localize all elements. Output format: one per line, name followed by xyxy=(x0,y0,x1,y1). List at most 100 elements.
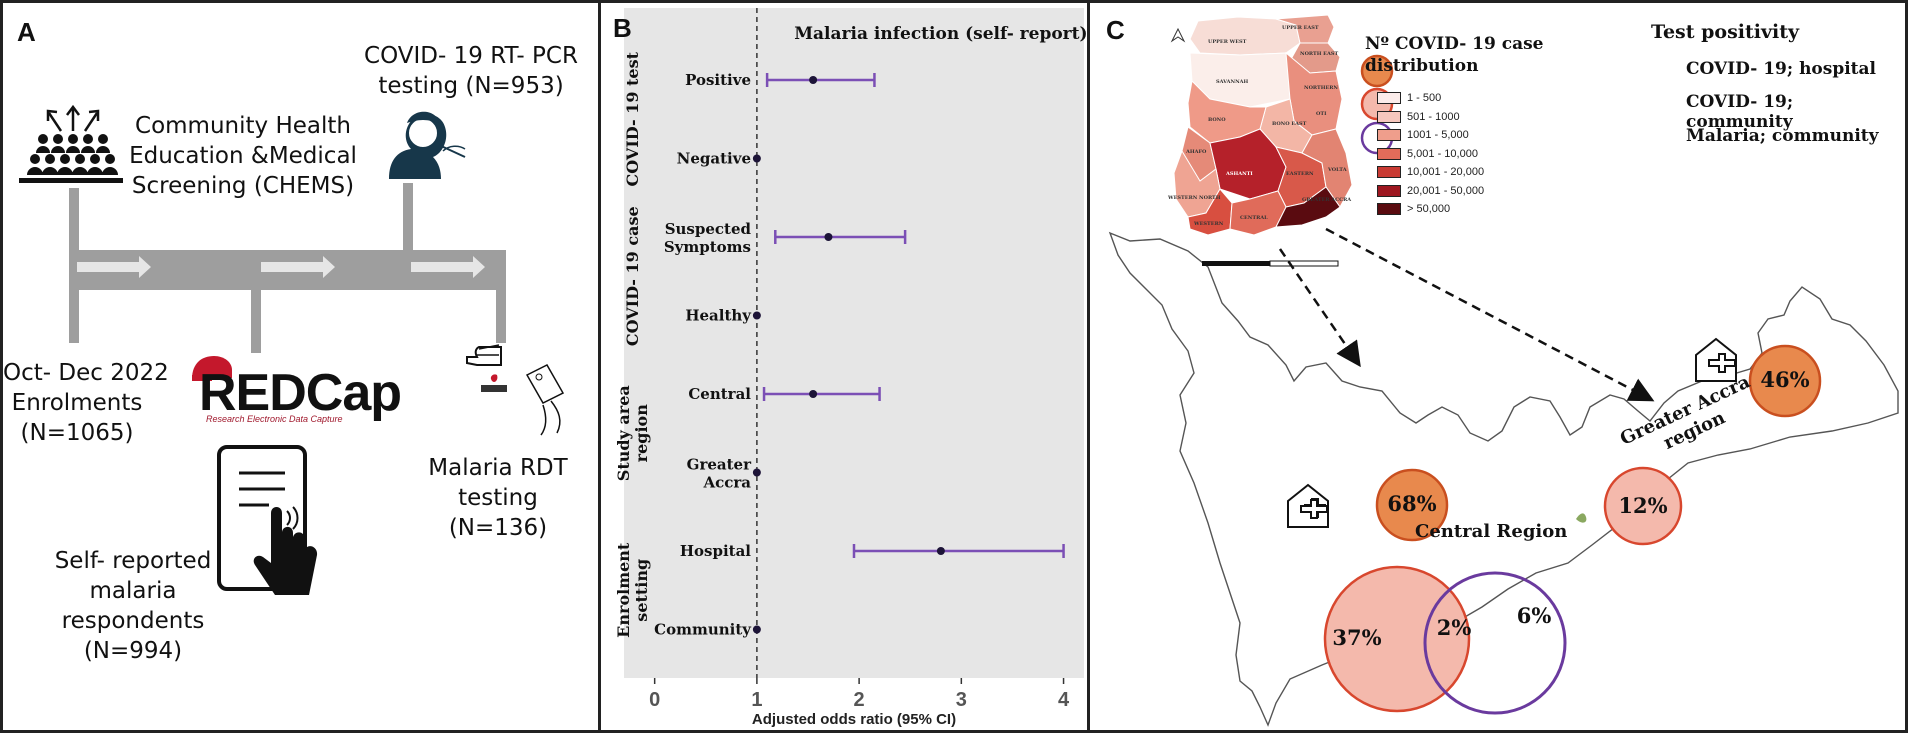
map-legend-item: 10,001 - 20,000 xyxy=(1377,163,1484,182)
central-malaria-value: 6% xyxy=(1516,603,1552,628)
group-label-2: Study arearegion xyxy=(614,385,651,481)
north-arrow-icon xyxy=(1170,27,1186,43)
accra-hospital-value: 46% xyxy=(1760,367,1810,392)
pcr-label: COVID- 19 RT- PCR testing (N=953) xyxy=(351,41,591,101)
chems-label: Community Health Education &Medical Scre… xyxy=(113,111,373,201)
map-legend-label: 1 - 500 xyxy=(1407,92,1442,105)
map-title-line-1: Nº COVID- 19 case xyxy=(1365,34,1544,54)
map-legend-item: 20,001 - 50,000 xyxy=(1377,182,1484,201)
map-title-line-2: distribution xyxy=(1365,56,1479,76)
accra-hospital-bubble xyxy=(1748,344,1822,418)
redcap-logo-icon xyxy=(192,356,232,381)
group-label-0: COVID- 19 test xyxy=(623,51,642,186)
svg-text:CENTRAL: CENTRAL xyxy=(1240,215,1268,221)
rdt-line-2: testing xyxy=(458,485,538,511)
or-point xyxy=(809,76,818,84)
map-outline xyxy=(1108,231,1899,727)
self-report-line-2: malaria xyxy=(89,578,177,604)
row-label: Healthy xyxy=(685,307,752,325)
redcap-subtitle: Research Electronic Data Capture xyxy=(206,414,343,424)
x-tick-label: 3 xyxy=(956,689,967,711)
chems-line-3: Screening (CHEMS) xyxy=(131,173,355,199)
svg-text:UPPER EAST: UPPER EAST xyxy=(1282,25,1319,31)
svg-text:BONO: BONO xyxy=(1208,117,1226,123)
panel-a: A xyxy=(0,0,601,733)
chems-line-2: Education &Medical xyxy=(129,143,357,169)
map-legend-label: 5,001 - 10,000 xyxy=(1407,147,1478,160)
map-legend-title: Nº COVID- 19 case distribution xyxy=(1365,33,1544,77)
map-legend-label: 1001 - 5,000 xyxy=(1407,129,1469,142)
map-legend: 1 - 500 501 - 1000 1001 - 5,000 5,001 - 10,… xyxy=(1377,89,1484,219)
tablet-icon xyxy=(217,445,318,595)
map-legend-item: 1001 - 5,000 xyxy=(1377,126,1484,145)
region-map-graphic: UPPER WEST UPPER EAST NORTH EAST NORTHER… xyxy=(1108,14,1899,727)
map-legend-item: 5,001 - 10,000 xyxy=(1377,145,1484,164)
or-point xyxy=(752,468,761,477)
row-label: Negative xyxy=(677,150,751,168)
self-report-line-1: Self- reported xyxy=(54,548,212,574)
scale-bar xyxy=(1202,261,1270,266)
chems-line-1: Community Health xyxy=(135,113,351,139)
enrol-line-2: Enrolments xyxy=(11,390,143,416)
central-arrow xyxy=(1278,248,1361,368)
pcr-connector xyxy=(403,183,413,253)
inset-region-names: UPPER WEST UPPER EAST NORTH EAST NORTHER… xyxy=(1167,25,1351,227)
svg-text:SAVANNAH: SAVANNAH xyxy=(1216,79,1249,85)
lagoon-mark xyxy=(1576,513,1587,523)
central-overlap-value: 2% xyxy=(1436,615,1472,640)
panel-b: Malaria infection (self- report) COVID- 1… xyxy=(598,0,1090,733)
svg-text:BONO EAST: BONO EAST xyxy=(1272,121,1307,127)
x-tick-label: 2 xyxy=(854,689,865,711)
central-hospital-icon xyxy=(1287,483,1329,528)
swab-icon xyxy=(389,111,466,179)
svg-text:VOLTA: VOLTA xyxy=(1327,167,1347,173)
svg-text:AHAFO: AHAFO xyxy=(1185,149,1207,155)
panel-c-label: C xyxy=(1106,15,1125,45)
rdt-connector xyxy=(496,288,506,343)
accra-community-bubble xyxy=(1603,466,1683,546)
map-legend-item: 1 - 500 xyxy=(1377,89,1484,108)
ghana-inset-map xyxy=(1173,14,1353,236)
svg-text:OTI: OTI xyxy=(1316,111,1327,117)
map-legend-swatch xyxy=(1377,147,1401,160)
central-region-label: Central Region xyxy=(1415,521,1568,542)
group-label-3: Enrolmentsetting xyxy=(614,542,651,638)
or-point xyxy=(809,390,818,398)
map-legend-swatch xyxy=(1377,92,1401,105)
svg-text:WESTERN NORTH: WESTERN NORTH xyxy=(1167,195,1221,201)
community-icon xyxy=(19,104,123,183)
map-legend-label: 10,001 - 20,000 xyxy=(1407,166,1485,179)
enrol-line-1: Oct- Dec 2022 xyxy=(3,360,169,386)
rdt-line-3: (N=136) xyxy=(448,515,548,541)
central-covid-only-value: 37% xyxy=(1332,625,1382,650)
svg-text:GREATER ACCRA: GREATER ACCRA xyxy=(1302,197,1351,203)
legend-malaria-label: Malaria; community xyxy=(1686,126,1879,146)
panel-a-label: A xyxy=(17,17,36,47)
central-malaria-community-bubble xyxy=(1423,571,1567,715)
enrol-label: Oct- Dec 2022 Enrolments (N=1065) xyxy=(3,358,169,448)
plot-background xyxy=(624,8,1084,678)
accra-arrow xyxy=(1325,227,1655,402)
timeline-graphic xyxy=(19,104,565,595)
panel-c: UPPER WEST UPPER EAST NORTH EAST NORTHER… xyxy=(1087,0,1908,733)
map-legend-label: > 50,000 xyxy=(1407,203,1451,216)
map-legend-item: > 50,000 xyxy=(1377,200,1484,219)
row-label: Positive xyxy=(685,71,751,89)
chart-title: Malaria infection (self- report) xyxy=(794,24,1087,44)
chems-connector xyxy=(69,188,79,343)
row-label: Community xyxy=(654,621,752,639)
map-legend-item: 501 - 1000 xyxy=(1377,108,1484,127)
map-legend-label: 501 - 1000 xyxy=(1407,110,1460,123)
self-report-line-4: (N=994) xyxy=(83,638,183,664)
or-point xyxy=(752,625,761,634)
accra-community-value: 12% xyxy=(1618,493,1668,518)
panel-b-label: B xyxy=(613,13,632,43)
pcr-line-2: testing (N=953) xyxy=(378,73,564,99)
redcap-connector xyxy=(251,288,261,353)
x-axis-label: Adjusted odds ratio (95% CI) xyxy=(752,711,956,728)
self-report-line-3: respondents xyxy=(61,608,205,634)
row-label: Suspected Symptoms xyxy=(664,220,752,256)
legend-hospital-label: COVID- 19; hospital xyxy=(1686,59,1877,79)
group-label-1: COVID- 19 case xyxy=(623,206,642,346)
row-label: Hospital xyxy=(680,542,751,560)
